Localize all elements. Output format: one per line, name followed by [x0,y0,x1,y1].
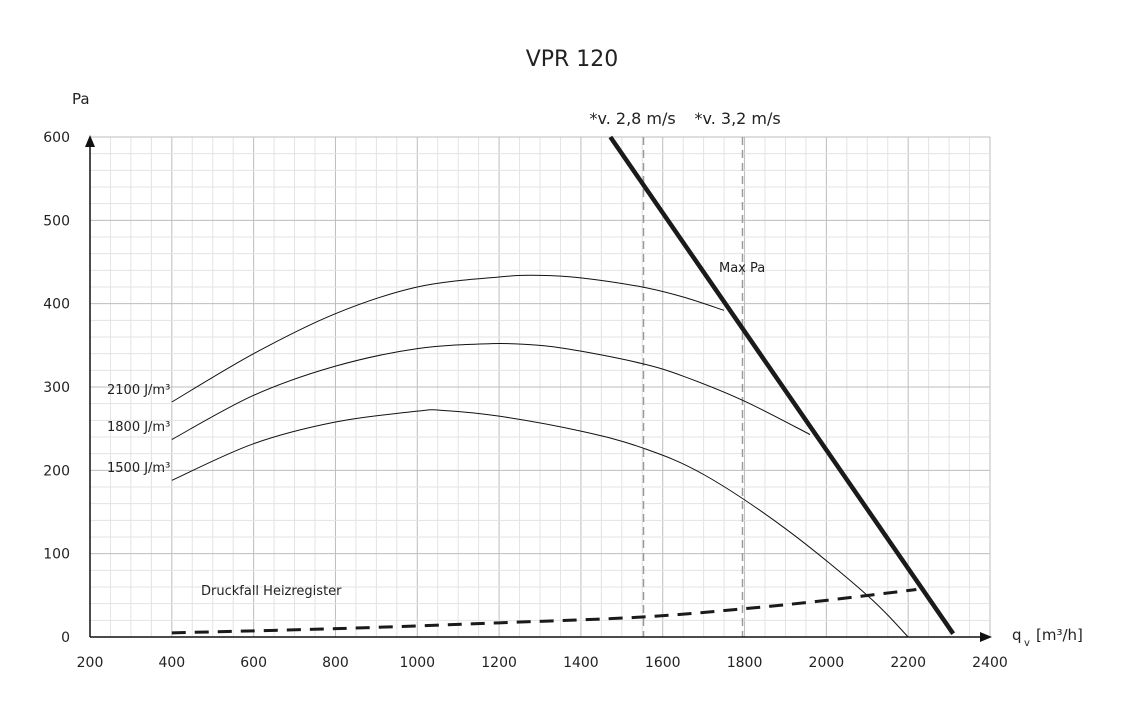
series-line-2100 [171,274,725,403]
x-axis-label: q v [m³/h] [1012,626,1083,649]
x-tick-label: 1400 [563,655,599,671]
velocity-label: *v. 3,2 m/s [695,109,781,128]
y-axis-arrow [85,135,95,147]
x-tick-label: 1600 [645,655,681,671]
x-tick-label: 800 [322,655,349,671]
y-tick-label: 600 [43,130,70,146]
y-axis-label: Pa [72,90,90,108]
series-line-druckfall [171,588,917,635]
x-axis-label-unit: [m³/h] [1036,626,1083,644]
x-tick-label: 1800 [727,655,763,671]
velocity-label: *v. 2,8 m/s [590,109,676,128]
tick-labels: 200 400 600 800 1000 1200 1400 1600 1800 2000 2200… [43,130,1008,671]
axes [85,135,992,642]
x-tick-label: 400 [158,655,185,671]
series-labels: 2100 J/m³ 1800 J/m³ 1500 J/m³ Max Pa Druckfa… [107,261,765,599]
series-line-1500 [171,409,909,638]
series [171,135,956,638]
series-label: Max Pa [719,261,765,276]
y-tick-label: 200 [43,463,70,479]
y-tick-label: 100 [43,547,70,563]
y-tick-label: 300 [43,380,70,396]
series-line-max-pa [608,135,956,635]
y-tick-label: 0 [61,630,70,646]
y-tick-label: 500 [43,213,70,229]
series-label: 1800 J/m³ [107,420,170,435]
series-label: Druckfall Heizregister [201,584,342,599]
y-tick-label: 400 [43,297,70,313]
x-tick-label: 200 [77,655,104,671]
x-axis-arrow [980,632,992,642]
x-tick-label: 600 [240,655,267,671]
x-axis-label-main: q [1012,626,1022,644]
x-tick-label: 1000 [399,655,435,671]
x-tick-label: 2000 [809,655,845,671]
chart-title: VPR 120 [526,47,619,72]
series-label: 1500 J/m³ [107,461,170,476]
grid [89,136,991,638]
x-tick-label: 2400 [972,655,1008,671]
velocity-lines: *v. 2,8 m/s *v. 3,2 m/s [590,109,781,637]
x-tick-label: 1200 [481,655,517,671]
x-tick-label: 2200 [890,655,926,671]
series-line-1800 [171,343,811,440]
x-axis-label-sub: v [1024,638,1030,649]
series-label: 2100 J/m³ [107,383,170,398]
